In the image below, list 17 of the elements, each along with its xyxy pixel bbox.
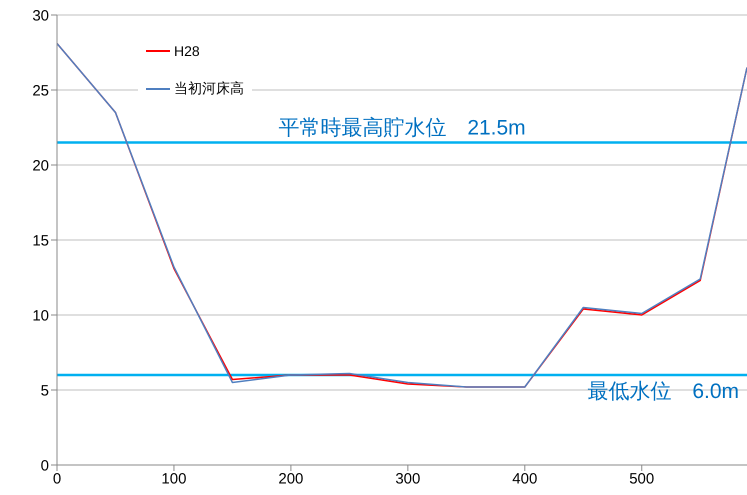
y-tick-label: 15 bbox=[32, 232, 49, 250]
x-tick-label: 200 bbox=[278, 470, 304, 488]
y-tick-label: 30 bbox=[32, 7, 49, 24]
x-tick-label: 400 bbox=[512, 470, 538, 488]
y-tick-label: 10 bbox=[32, 307, 49, 324]
y-tick-label: 20 bbox=[32, 157, 49, 174]
y-tick-label: 5 bbox=[40, 382, 49, 400]
y-tick-label: 25 bbox=[32, 82, 49, 100]
x-tick-label: 300 bbox=[395, 470, 420, 488]
ref-line-label: 最低水位 6.0m bbox=[587, 380, 739, 403]
ref-line-label: 平常時最高貯水位 21.5m bbox=[278, 116, 526, 140]
legend-label: H28 bbox=[174, 43, 200, 59]
x-tick-label: 500 bbox=[629, 470, 654, 488]
x-tick-label: 100 bbox=[161, 470, 186, 488]
legend-label: 当初河床高 bbox=[174, 80, 244, 98]
x-tick-label: 0 bbox=[52, 470, 62, 488]
y-tick-label: 0 bbox=[40, 457, 49, 474]
